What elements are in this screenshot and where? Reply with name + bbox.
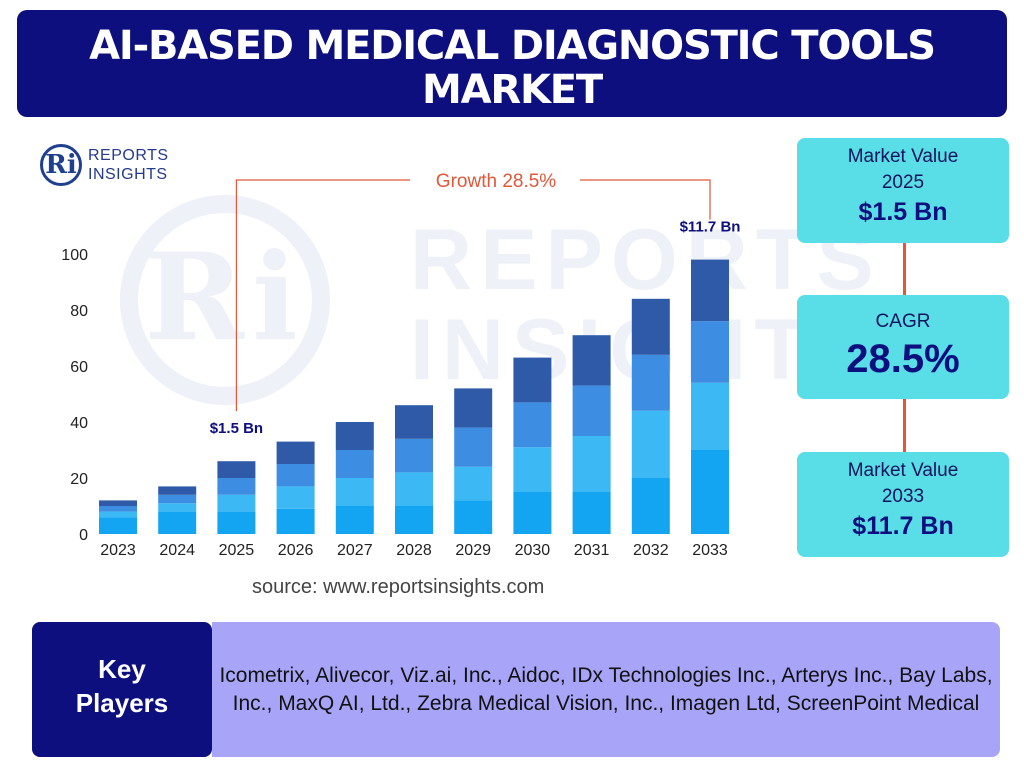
y-tick-label: 40 [70, 415, 88, 432]
stat-label: CAGR [875, 311, 931, 332]
bar-segment [454, 500, 493, 534]
bar-segment [158, 486, 197, 495]
bar-segment [454, 466, 493, 501]
bar-segment [691, 321, 729, 383]
key-players-list: Icometrix, Alivecor, Viz.ai, Inc., Aidoc… [212, 622, 1000, 757]
bar-segment [335, 478, 374, 506]
bar-segment [99, 506, 137, 512]
growth-label: Growth 28.5% [436, 171, 556, 192]
key-players-label-line-1: Key [98, 654, 146, 684]
page-title: AI-BASED MEDICAL DIAGNOSTIC TOOLS MARKET [89, 23, 936, 113]
bar-segment [513, 357, 552, 403]
logo-line-2: INSIGHTS [88, 166, 168, 183]
key-players-label: Key Players [32, 622, 212, 757]
x-tick-label: 2029 [455, 542, 491, 559]
bar-segment [395, 472, 433, 506]
bar-segment [513, 402, 552, 448]
x-tick-label: 2026 [278, 542, 314, 559]
growth-bracket [235, 179, 711, 412]
bar-segment [691, 259, 729, 322]
bar-segment [572, 492, 611, 534]
y-tick-label: 60 [70, 359, 88, 376]
data-label: $11.7 Bn [680, 219, 741, 236]
bar-segment [217, 478, 256, 495]
bar-segment [217, 461, 256, 478]
x-tick-label: 2027 [337, 542, 373, 559]
bar-segment [158, 494, 197, 504]
bar-segment [335, 422, 374, 450]
bar-chart: 0 20 40 60 80 100 2023 2024 2025 2026 2027 2028 2029… [61, 171, 741, 559]
bar-segment [99, 500, 137, 506]
bar-segment [691, 382, 729, 450]
x-tick-label: 2025 [219, 542, 255, 559]
bar-segment [395, 506, 433, 534]
bar-segment [631, 354, 670, 411]
logo-icon: Ri [40, 144, 82, 186]
bar-segment [335, 450, 374, 478]
stat-connector [903, 399, 906, 452]
x-tick-label: 2028 [396, 542, 432, 559]
bar-segment [454, 427, 493, 467]
brand-logo: Ri REPORTS INSIGHTS [40, 144, 180, 186]
y-tick-label: 20 [70, 471, 88, 488]
bar-segment [631, 478, 670, 534]
bar-segment [158, 503, 197, 512]
bar-segment [395, 438, 433, 473]
x-tick-label: 2023 [100, 542, 136, 559]
bar-segment [691, 450, 729, 534]
bar-segment [631, 410, 670, 478]
bar-segment [572, 335, 611, 386]
bar-segment [276, 441, 315, 464]
stat-card-market-value-2033: Market Value 2033 $11.7 Bn [797, 452, 1009, 557]
stat-label: Market Value 2025 [847, 146, 959, 193]
bar-segment [217, 494, 256, 512]
stat-value: $1.5 Bn [858, 198, 948, 226]
bar-segment [513, 492, 552, 534]
header-banner: AI-BASED MEDICAL DIAGNOSTIC TOOLS MARKET… [17, 10, 1007, 149]
bar-segment [395, 405, 433, 439]
y-tick-label: 80 [70, 303, 88, 320]
bar-segment [631, 298, 670, 355]
bar-segment [454, 388, 493, 428]
bar-segment [217, 511, 256, 534]
page-subtitle: By Size, Share, Forecast 2033 [322, 118, 702, 149]
stat-label: Market Value 2033 [847, 460, 959, 507]
x-tick-label: 2024 [159, 542, 195, 559]
bar-segment [276, 464, 315, 487]
bar-segment [513, 447, 552, 492]
stat-card-market-value-2025: Market Value 2025 $1.5 Bn [797, 138, 1009, 243]
x-tick-label: 2032 [633, 542, 669, 559]
bar-segment [99, 511, 137, 518]
bar-segment [335, 506, 374, 534]
y-tick-label: 0 [79, 527, 88, 544]
x-tick-label: 2031 [574, 542, 610, 559]
y-tick-label: 100 [61, 247, 88, 264]
logo-line-1: REPORTS [88, 147, 169, 164]
x-tick-label: 2030 [515, 542, 551, 559]
data-label: $1.5 Bn [210, 420, 263, 437]
bar-segment [158, 511, 197, 534]
logo-text: REPORTS INSIGHTS [88, 146, 169, 184]
x-tick-label: 2033 [692, 542, 728, 559]
bar-segment [572, 385, 611, 436]
stat-value: 28.5% [846, 337, 960, 381]
stat-connector [903, 243, 906, 295]
key-players-label-line-2: Players [75, 688, 169, 718]
stat-value: $11.7 Bn [852, 512, 954, 540]
bar-segment [276, 486, 315, 509]
source-text: source: www.reportsinsights.com [252, 576, 545, 598]
bar-segment [99, 517, 137, 534]
stat-card-cagr: CAGR 28.5% [797, 295, 1009, 399]
bar-segment [572, 436, 611, 492]
bar-segment [276, 508, 315, 534]
